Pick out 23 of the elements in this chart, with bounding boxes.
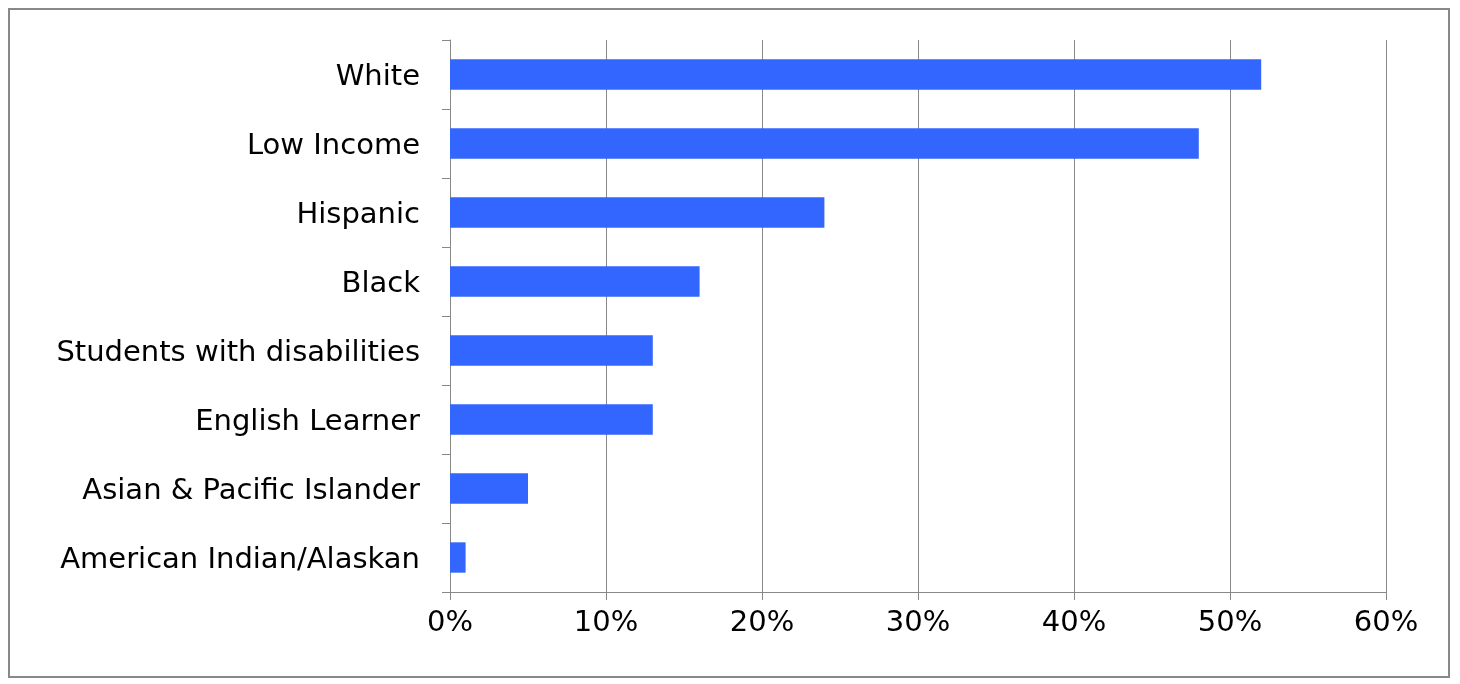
- bar: [450, 473, 528, 504]
- x-tick-label: 0%: [426, 603, 474, 638]
- y-tick-label: Low Income: [246, 126, 420, 161]
- y-tick-label: White: [335, 57, 420, 92]
- x-tick-label: 10%: [573, 603, 639, 638]
- x-tick-label: 20%: [729, 603, 795, 638]
- y-tick-label: English Learner: [195, 402, 421, 437]
- y-tick-label: Students with disabilities: [56, 333, 420, 368]
- y-tick-label: American Indian/Alaskan: [60, 540, 420, 575]
- x-tick-label: 40%: [1041, 603, 1107, 638]
- x-tick-label: 50%: [1197, 603, 1263, 638]
- y-tick-label: Asian & Pacific Islander: [82, 471, 421, 506]
- bar: [450, 128, 1199, 159]
- x-tick-label: 60%: [1353, 603, 1419, 638]
- bar: [450, 542, 466, 573]
- bar: [450, 266, 700, 297]
- bar: [450, 335, 653, 366]
- bar: [450, 59, 1262, 90]
- y-tick-label: Hispanic: [296, 195, 420, 230]
- y-tick-label: Black: [341, 264, 421, 299]
- bar: [450, 404, 653, 435]
- bar: [450, 197, 825, 228]
- x-tick-label: 30%: [885, 603, 951, 638]
